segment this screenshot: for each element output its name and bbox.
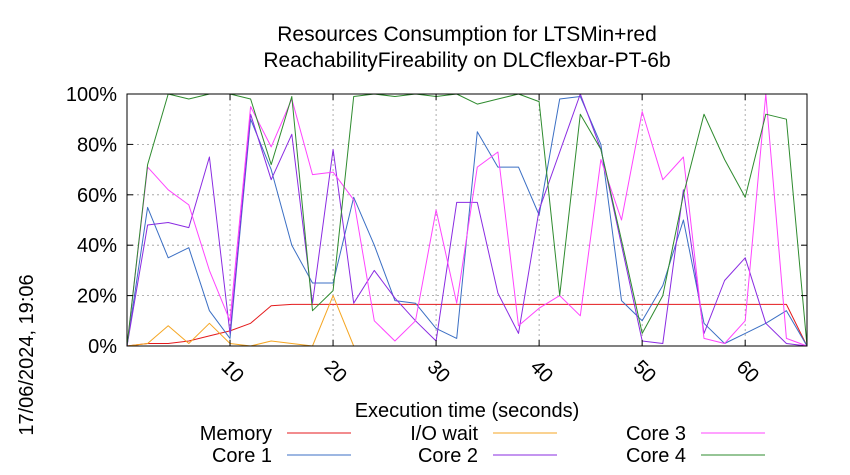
x-tick-label: 60 (732, 356, 763, 387)
legend-label-memory: Memory (200, 423, 272, 445)
legend-label-core-3: Core 3 (626, 423, 686, 445)
y-tick-label: 0% (88, 336, 117, 358)
y-tick-label: 40% (77, 235, 117, 257)
legend-label-core-2: Core 2 (418, 445, 478, 467)
y-tick-label: 80% (77, 134, 117, 156)
chart-title-line-2: ReachabilityFireability on DLCflexbar-PT… (263, 49, 670, 72)
y-tick-label: 60% (77, 185, 117, 207)
x-tick-label: 30 (423, 356, 454, 387)
x-tick-label: 10 (217, 356, 248, 387)
series-line-core-1 (126, 96, 808, 347)
x-tick-label: 40 (526, 356, 557, 387)
legend-label-core-1: Core 1 (212, 445, 272, 467)
y-tick-label: 20% (77, 286, 117, 308)
series-line-memory (126, 303, 808, 347)
series-line-core-3 (126, 93, 808, 347)
series-line-core-2 (126, 93, 808, 347)
chart-title-line-1: Resources Consumption for LTSMin+red (277, 23, 657, 46)
y-tick-label: 100% (66, 84, 117, 106)
series-line-core-4 (126, 93, 808, 347)
legend-label-i-o-wait: I/O wait (410, 423, 478, 445)
series-layer (126, 93, 808, 347)
timestamp-label: 17/06/2024, 19:06 (16, 274, 38, 435)
x-tick-label: 20 (320, 356, 351, 387)
x-tick-label: 50 (629, 356, 660, 387)
plot-frame (126, 93, 808, 347)
x-axis-label: Execution time (seconds) (355, 400, 580, 422)
grid-layer (127, 94, 807, 346)
legend-label-core-4: Core 4 (626, 445, 686, 467)
